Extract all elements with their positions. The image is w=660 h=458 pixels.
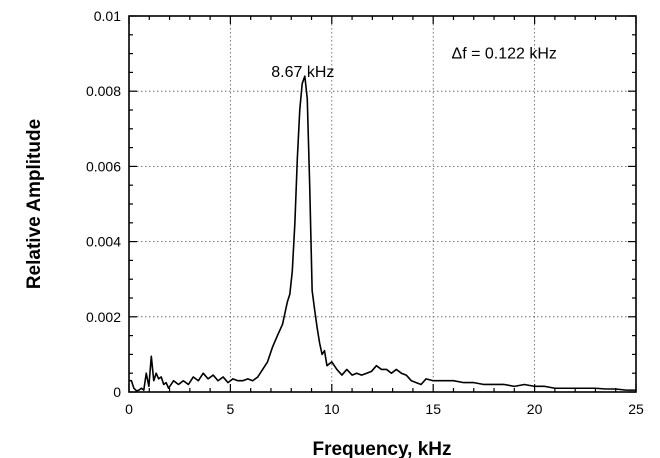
annotation-label: Δf = 0.122 kHz xyxy=(452,45,557,62)
annotation-label: 8.67 kHz xyxy=(271,64,334,81)
plot-frame xyxy=(128,15,637,393)
series-layer xyxy=(129,75,636,392)
grid-lines xyxy=(129,16,636,392)
x-tick-label: 15 xyxy=(425,401,441,417)
annotations: 8.67 kHz Δf = 0.122 kHz xyxy=(271,45,557,81)
y-tick-label: 0.008 xyxy=(86,83,121,99)
y-tick-label: 0 xyxy=(113,384,121,400)
x-tick-label: 20 xyxy=(527,401,543,417)
y-tick-label: 0.01 xyxy=(94,8,121,24)
tick-labels: 0 5 10 15 20 25 0 0.002 0.004 0.006 0.008 0.01 xyxy=(86,8,644,417)
y-tick-label: 0.002 xyxy=(86,309,121,325)
axis-ticks xyxy=(128,15,637,393)
spectrum-line xyxy=(129,75,636,392)
x-tick-label: 25 xyxy=(628,401,644,417)
x-tick-label: 5 xyxy=(227,401,235,417)
y-tick-label: 0.004 xyxy=(86,234,121,250)
x-tick-label: 10 xyxy=(324,401,340,417)
x-tick-label: 0 xyxy=(125,401,133,417)
y-axis-title: Relative Amplitude xyxy=(24,119,45,289)
x-axis-title: Frequency, kHz xyxy=(312,439,451,458)
y-tick-label: 0.006 xyxy=(86,158,121,174)
